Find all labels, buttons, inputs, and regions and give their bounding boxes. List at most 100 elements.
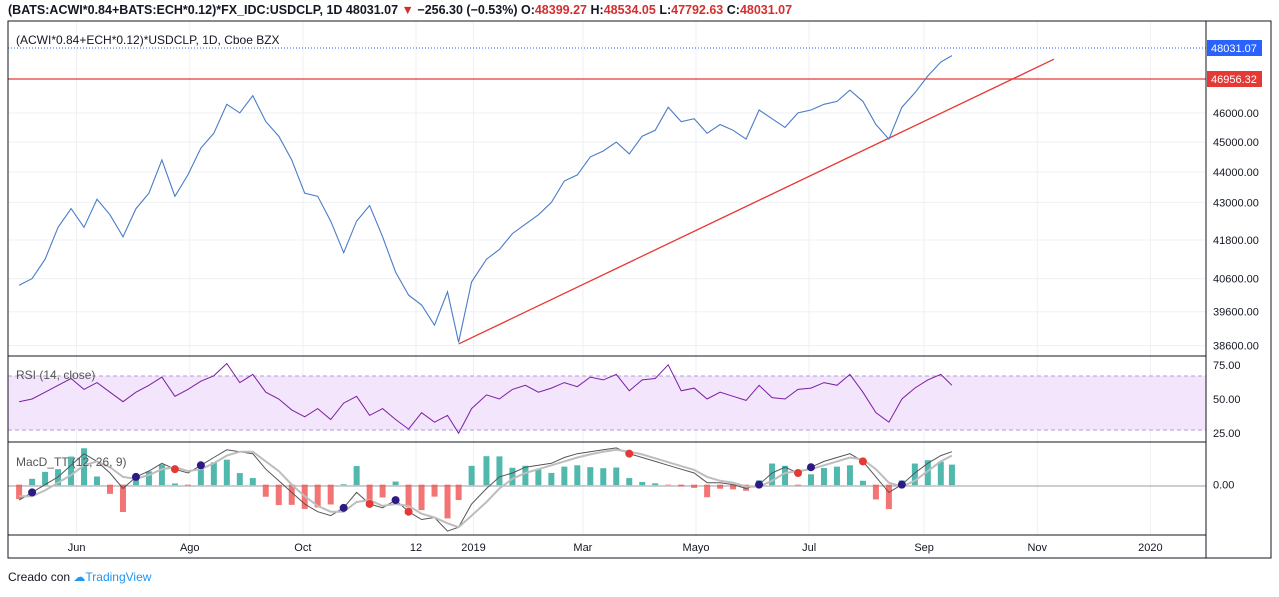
macd-bullish-cross-marker	[28, 488, 37, 497]
price-tick-label: 41800.00	[1213, 235, 1259, 247]
macd-histogram-bar	[353, 466, 360, 486]
macd-cross-markers	[28, 449, 906, 516]
time-tick-label: Sep	[914, 542, 934, 554]
macd-bearish-cross-marker	[365, 499, 374, 508]
macd-histogram-bar	[262, 484, 269, 497]
macd-histogram-bar	[455, 484, 462, 501]
footer-prefix: Creado con	[8, 570, 71, 584]
time-tick-label: Nov	[1027, 542, 1047, 554]
macd-histogram-bar	[405, 484, 412, 508]
macd-histogram-bar	[691, 484, 698, 488]
macd-histogram-bar	[509, 467, 516, 486]
price-tick-label: 38600.00	[1213, 341, 1259, 353]
macd-histogram-bar	[366, 484, 373, 501]
last-price-badge	[1207, 40, 1262, 56]
macd-histogram-bar	[795, 484, 802, 486]
price-tick-label: 45000.00	[1213, 137, 1259, 149]
macd-histogram-bar	[431, 484, 438, 497]
footer-brand[interactable]: TradingView	[85, 570, 152, 584]
time-tick-label: Oct	[294, 542, 311, 554]
symbol-label[interactable]: (BATS:ACWI*0.84+BATS:ECH*0.12)*FX_IDC:US…	[8, 3, 343, 17]
macd-bearish-cross-marker	[794, 469, 803, 478]
macd-histogram-bar	[42, 471, 49, 486]
time-axis[interactable]: Jun Ago Oct 12 2019 Mar Mayo Jul Sep Nov 2020	[68, 542, 1163, 554]
macd-histogram-bar	[327, 484, 334, 505]
macd-legend[interactable]: MacD_TT (12, 26, 9)	[16, 455, 126, 469]
rsi-tick-label: 75.00	[1213, 360, 1241, 372]
time-tick-label: 12	[410, 542, 422, 554]
time-tick-label: 2019	[461, 542, 485, 554]
macd-histogram-bar	[678, 484, 685, 487]
macd-bearish-cross-marker	[170, 465, 179, 474]
last-price: 48031.07	[345, 3, 399, 17]
chart-grid	[8, 21, 1206, 535]
low-value: 47792.63	[671, 3, 724, 17]
macd-histogram-bar	[29, 478, 36, 486]
macd-bullish-cross-marker	[897, 480, 906, 489]
macd-bearish-cross-marker	[404, 507, 413, 516]
close-label: C:	[726, 3, 740, 17]
last-price-badge-label: 48031.07	[1211, 43, 1257, 55]
macd-histogram-bar	[81, 448, 88, 486]
rsi-legend[interactable]: RSI (14, close)	[16, 368, 95, 382]
macd-histogram-bar	[561, 466, 568, 486]
macd-histogram	[16, 448, 955, 519]
price-tick-label: 39600.00	[1213, 307, 1259, 319]
macd-histogram-bar	[288, 484, 295, 505]
macd-histogram-bar	[94, 476, 101, 486]
macd-bullish-cross-marker	[806, 463, 815, 472]
macd-histogram-bar	[911, 463, 918, 486]
price-axis[interactable]: 46000.00 45000.00 44000.00 43000.00 41800.00…	[1213, 108, 1259, 492]
time-tick-label: Ago	[180, 542, 200, 554]
footer: Creado con ☁TradingView	[8, 570, 151, 584]
macd-histogram-bar	[846, 465, 853, 486]
macd-histogram-bar	[184, 484, 191, 486]
trend-line[interactable]	[458, 58, 1055, 345]
macd-histogram-bar	[574, 465, 581, 486]
macd-histogram-bar	[833, 466, 840, 486]
macd-histogram-bar	[613, 467, 620, 486]
macd-histogram-bar	[496, 456, 503, 486]
macd-bearish-cross-marker	[625, 449, 634, 458]
macd-histogram-bar	[587, 467, 594, 486]
macd-histogram-bar	[314, 484, 321, 508]
macd-histogram-bar	[106, 484, 113, 494]
macd-histogram-bar	[717, 484, 724, 489]
price-tick-label: 40600.00	[1213, 274, 1259, 286]
close-value: 48031.07	[739, 3, 793, 17]
macd-histogram-bar	[444, 484, 451, 519]
macd-tick-label: 0.00	[1213, 480, 1234, 492]
macd-histogram-bar	[468, 465, 475, 486]
macd-histogram-bar	[522, 465, 529, 486]
resistance-price-badge-label: 46956.32	[1211, 74, 1257, 86]
time-tick-label: Mayo	[683, 542, 710, 554]
macd-histogram-bar	[223, 459, 230, 486]
time-tick-label: Mar	[573, 542, 592, 554]
down-arrow-icon: ▼	[401, 3, 414, 17]
macd-histogram-bar	[340, 484, 347, 486]
macd-histogram-bar	[171, 483, 178, 486]
macd-histogram-bar	[665, 484, 672, 486]
macd-histogram-bar	[859, 480, 866, 486]
high-value: 48534.05	[603, 3, 656, 17]
macd-histogram-bar	[769, 463, 776, 486]
time-tick-label: Jun	[68, 542, 86, 554]
low-label: L:	[659, 3, 672, 17]
price-tick-label: 44000.00	[1213, 167, 1259, 179]
main-legend[interactable]: (ACWI*0.84+ECH*0.12)*USDCLP, 1D, Cboe BZ…	[16, 33, 280, 47]
high-label: H:	[590, 3, 604, 17]
macd-histogram-bar	[236, 473, 243, 486]
macd-histogram-bar	[119, 484, 126, 513]
macd-bullish-cross-marker	[391, 496, 400, 505]
tradingview-logo-icon[interactable]: ☁	[73, 570, 86, 584]
resistance-price-badge	[1207, 71, 1262, 87]
macd-histogram-bar	[652, 483, 659, 486]
macd-histogram-bar	[483, 456, 490, 486]
macd-histogram-bar	[924, 460, 931, 486]
macd-histogram-bar	[275, 484, 282, 506]
price-change: −256.30 (−0.53%)	[417, 3, 518, 17]
macd-histogram-bar	[158, 464, 165, 486]
price-tick-label: 46000.00	[1213, 108, 1259, 120]
macd-histogram-bar	[704, 484, 711, 498]
